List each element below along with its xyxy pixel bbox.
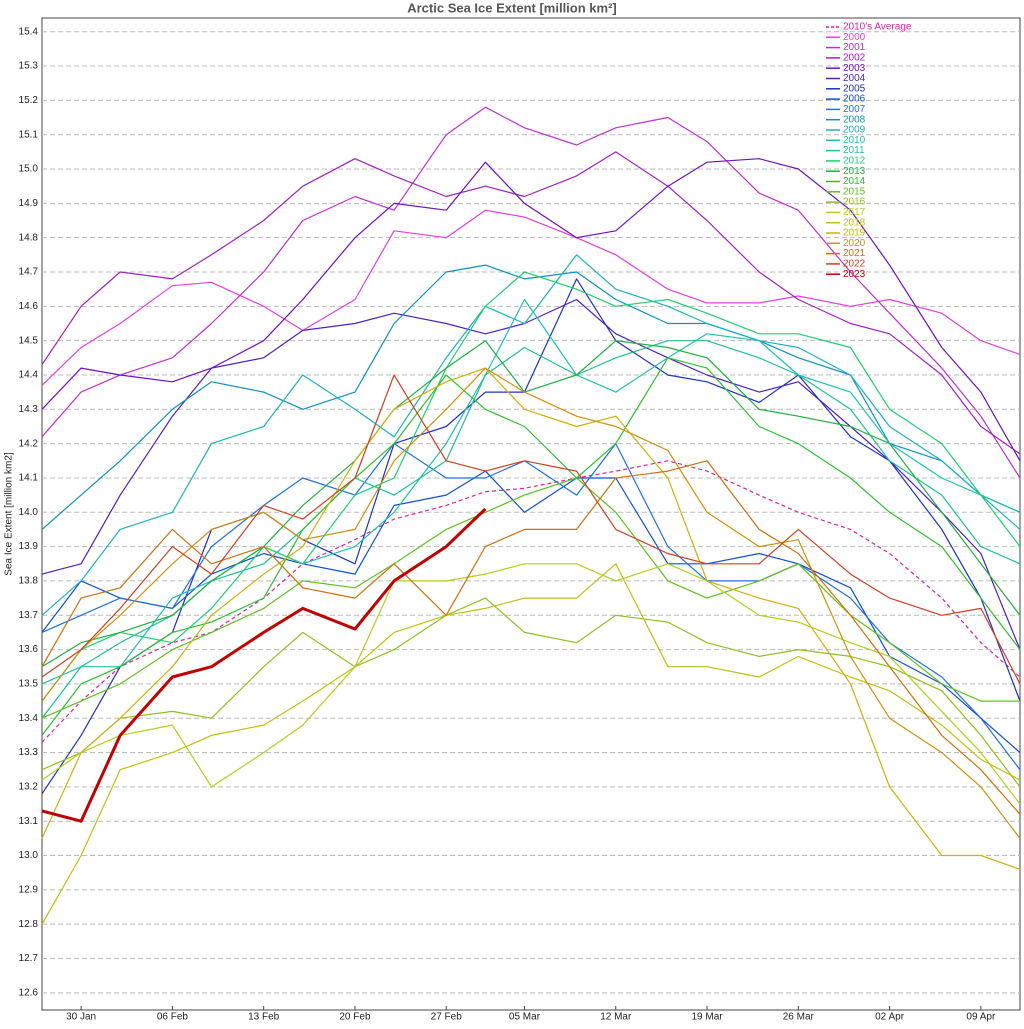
y-tick-label: 12.7 bbox=[19, 953, 39, 964]
legend-label: 2000 bbox=[843, 32, 866, 43]
y-tick-label: 14.5 bbox=[19, 335, 39, 346]
y-tick-label: 14.0 bbox=[19, 507, 39, 518]
plot-frame bbox=[41, 17, 1021, 1011]
series-line bbox=[41, 298, 1021, 650]
legend-label: 2008 bbox=[843, 114, 866, 125]
series-line bbox=[41, 298, 1021, 685]
x-tick-label: 19 Mar bbox=[691, 1012, 723, 1023]
legend-label: 2012 bbox=[843, 156, 866, 167]
y-tick-label: 13.0 bbox=[19, 850, 39, 861]
legend-label: 2018 bbox=[843, 217, 866, 228]
series-line bbox=[41, 340, 1021, 668]
y-tick-label: 14.8 bbox=[19, 232, 39, 243]
legend-label: 2015 bbox=[843, 186, 866, 197]
legend-label: 2022 bbox=[843, 259, 866, 270]
legend-label: 2014 bbox=[843, 176, 866, 187]
y-axis-label: Sea Ice Extent [million km2] bbox=[4, 452, 15, 576]
y-tick-label: 15.4 bbox=[19, 26, 39, 37]
legend-label: 2005 bbox=[843, 83, 866, 94]
x-tick-label: 02 Apr bbox=[875, 1012, 905, 1023]
series-line bbox=[41, 563, 1021, 805]
legend-label: 2010 bbox=[843, 135, 866, 146]
x-tick-label: 27 Feb bbox=[431, 1012, 463, 1023]
y-tick-label: 14.3 bbox=[19, 404, 39, 415]
y-tick-label: 13.3 bbox=[19, 747, 39, 758]
x-tick-label: 30 Jan bbox=[66, 1012, 96, 1023]
legend-label: 2020 bbox=[843, 238, 866, 249]
legend-label: 2001 bbox=[843, 42, 866, 53]
y-tick-label: 14.7 bbox=[19, 267, 39, 278]
y-tick-label: 13.2 bbox=[19, 782, 39, 793]
legend-label: 2003 bbox=[843, 63, 866, 74]
series-line bbox=[41, 563, 1021, 925]
series-line bbox=[41, 151, 1021, 455]
series-line bbox=[41, 106, 1021, 479]
series-line bbox=[41, 278, 1021, 795]
legend-label: 2021 bbox=[843, 248, 866, 259]
y-tick-label: 13.9 bbox=[19, 541, 39, 552]
series-line bbox=[41, 158, 1021, 462]
y-tick-label: 15.2 bbox=[19, 95, 39, 106]
legend-label: 2013 bbox=[843, 166, 866, 177]
y-tick-label: 14.9 bbox=[19, 198, 39, 209]
series-line bbox=[41, 367, 1021, 870]
legend-label: 2004 bbox=[843, 73, 866, 84]
legend-label: 2023 bbox=[843, 269, 866, 280]
y-tick-label: 15.3 bbox=[19, 61, 39, 72]
y-tick-label: 14.2 bbox=[19, 438, 39, 449]
x-tick-label: 09 Apr bbox=[966, 1012, 996, 1023]
legend-label: 2011 bbox=[843, 145, 865, 156]
y-tick-label: 12.9 bbox=[19, 885, 39, 896]
series-line bbox=[41, 477, 1020, 719]
y-tick-label: 15.1 bbox=[19, 129, 39, 140]
y-tick-label: 15.0 bbox=[19, 164, 39, 175]
y-tick-label: 13.7 bbox=[19, 610, 39, 621]
x-tick-label: 26 Mar bbox=[783, 1012, 815, 1023]
series-line bbox=[41, 254, 1021, 616]
legend-label: 2016 bbox=[843, 197, 866, 208]
series-line bbox=[41, 507, 487, 823]
legend-label: 2017 bbox=[843, 207, 866, 218]
series-line bbox=[41, 367, 1021, 839]
series-line bbox=[41, 597, 1021, 788]
legend-label: 2010's Average bbox=[843, 22, 912, 33]
x-tick-label: 12 Mar bbox=[600, 1012, 632, 1023]
y-tick-label: 13.1 bbox=[19, 816, 39, 827]
chart-title: Arctic Sea Ice Extent [million km²] bbox=[407, 0, 617, 15]
legend-label: 2019 bbox=[843, 228, 866, 239]
x-tick-label: 05 Mar bbox=[509, 1012, 541, 1023]
legend-label: 2002 bbox=[843, 53, 866, 64]
y-tick-label: 12.6 bbox=[19, 987, 39, 998]
series-line bbox=[41, 470, 1021, 754]
series-line bbox=[41, 264, 1021, 530]
y-tick-label: 14.1 bbox=[19, 473, 39, 484]
y-tick-label: 14.6 bbox=[19, 301, 39, 312]
series-line bbox=[41, 357, 1021, 736]
series-line bbox=[41, 374, 1021, 685]
series-line bbox=[41, 209, 1021, 386]
legend-label: 2006 bbox=[843, 94, 866, 105]
y-tick-label: 13.6 bbox=[19, 644, 39, 655]
y-tick-label: 14.4 bbox=[19, 370, 39, 381]
y-tick-label: 13.4 bbox=[19, 713, 39, 724]
series-line bbox=[41, 460, 1021, 815]
y-tick-label: 13.5 bbox=[19, 679, 39, 690]
x-tick-label: 06 Feb bbox=[157, 1012, 189, 1023]
legend-label: 2007 bbox=[843, 104, 866, 115]
y-tick-label: 13.8 bbox=[19, 576, 39, 587]
series-line bbox=[41, 271, 1021, 702]
y-tick-label: 12.8 bbox=[19, 919, 39, 930]
x-tick-label: 13 Feb bbox=[248, 1012, 280, 1023]
legend-label: 2009 bbox=[843, 125, 866, 136]
x-tick-label: 20 Feb bbox=[339, 1012, 371, 1023]
